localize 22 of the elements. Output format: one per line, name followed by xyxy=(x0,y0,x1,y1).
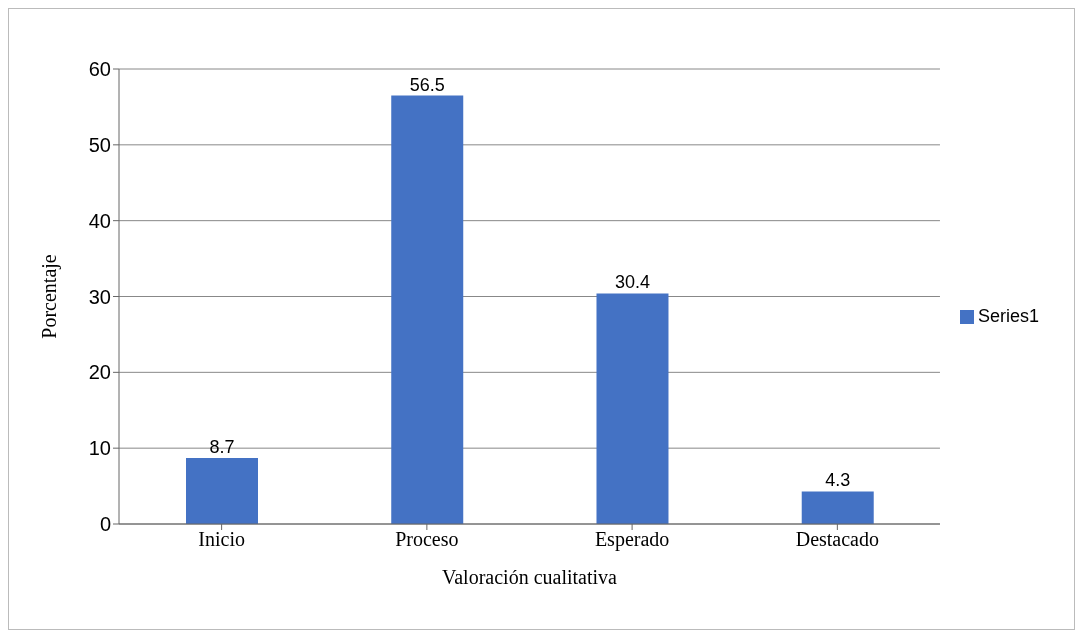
y-tick-label: 30 xyxy=(88,285,111,308)
x-tick-label: Esperado xyxy=(594,528,670,552)
data-label: 8.7 xyxy=(209,437,235,458)
bar xyxy=(596,293,669,524)
data-label: 30.4 xyxy=(614,272,651,293)
data-label: 4.3 xyxy=(825,470,851,491)
y-tick-label: 40 xyxy=(88,209,111,232)
legend-label: Series1 xyxy=(977,306,1039,326)
bar xyxy=(801,491,874,524)
x-tick-label: Proceso xyxy=(395,528,459,551)
x-tick-label: Inicio xyxy=(198,528,245,551)
bar xyxy=(186,458,258,524)
y-axis-title: Porcentaje xyxy=(38,254,62,339)
x-axis-title: Valoración cualitativa xyxy=(442,566,618,588)
x-tick-label: Destacado xyxy=(795,528,879,551)
y-tick-label: 60 xyxy=(88,58,111,81)
y-tick-label: 50 xyxy=(88,133,111,156)
y-tick-label: 20 xyxy=(88,361,111,384)
data-label: 56.5 xyxy=(409,74,445,95)
y-tick-label: 0 xyxy=(99,513,111,536)
y-tick-label: 10 xyxy=(88,437,111,460)
bar xyxy=(391,95,464,524)
